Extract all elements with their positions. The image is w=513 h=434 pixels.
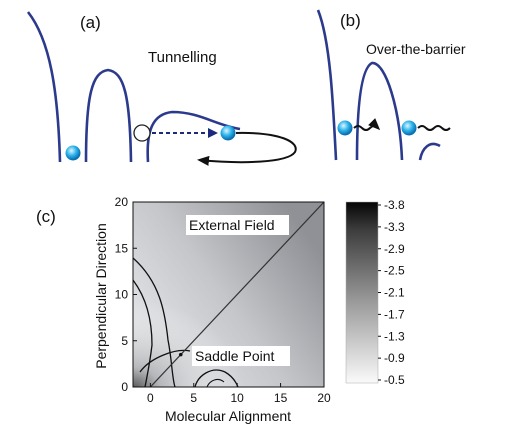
x-tick-label: 15 bbox=[274, 391, 288, 405]
panel-b-title: Over-the-barrier bbox=[366, 41, 466, 57]
colorbar-tick-label: -3.3 bbox=[384, 220, 405, 234]
colorbar-tick-label: -0.5 bbox=[384, 373, 405, 387]
panel-a-label: (a) bbox=[80, 13, 101, 32]
potential-barrier-1 bbox=[84, 68, 133, 163]
electron-ball-a-right bbox=[220, 125, 236, 141]
y-tick-label: 0 bbox=[121, 380, 128, 394]
x-tick-label: 10 bbox=[231, 391, 245, 405]
potential-well-shading bbox=[133, 300, 243, 387]
contour-line-2 bbox=[133, 279, 153, 387]
contour-line-1 bbox=[133, 257, 176, 387]
potential-curve-b-wall bbox=[316, 9, 338, 161]
y-tick-label: 20 bbox=[115, 195, 129, 209]
y-axis-ticks: 0 5 10 15 20 bbox=[115, 195, 137, 394]
saddle-point-annotation: Saddle Point bbox=[195, 348, 275, 364]
panel-a: (a) Tunnelling bbox=[26, 11, 297, 166]
panel-c-label: (c) bbox=[36, 207, 56, 226]
y-axis-title: Perpendicular Direction bbox=[93, 223, 109, 369]
x-axis-ticks: 0 5 10 15 20 bbox=[147, 352, 331, 405]
panel-b: (b) Over-the-barrier bbox=[316, 9, 466, 161]
colorbar-tick-label: -2.5 bbox=[384, 264, 405, 278]
panel-c: (c) 0 5 10 15 20 0 5 10 15 20 External Field Sad… bbox=[36, 195, 405, 424]
y-tick-label: 10 bbox=[115, 288, 129, 302]
potential-barrier-b bbox=[355, 61, 404, 161]
x-tick-label: 20 bbox=[317, 391, 331, 405]
external-field-annotation: External Field bbox=[189, 217, 275, 233]
contour-line-5 bbox=[206, 378, 225, 387]
colorbar bbox=[345, 201, 379, 384]
y-tick-label: 15 bbox=[115, 241, 129, 255]
saddle-point-label-box bbox=[192, 346, 290, 366]
electron-ball-a-left bbox=[65, 145, 81, 161]
x-tick-label: 0 bbox=[147, 391, 154, 405]
x-axis-title: Molecular Alignment bbox=[165, 408, 291, 424]
return-orbit-arrow bbox=[197, 131, 297, 166]
colorbar-tick-label: -2.1 bbox=[384, 286, 405, 300]
panel-a-title: Tunnelling bbox=[148, 49, 217, 66]
tunnel-entry-circle bbox=[133, 124, 151, 142]
saddle-point-marker bbox=[178, 352, 183, 357]
contour-line-3 bbox=[139, 349, 191, 373]
y-tick-label: 5 bbox=[121, 334, 128, 348]
external-field-line bbox=[149, 202, 324, 387]
colorbar-tick-label: -1.3 bbox=[384, 329, 405, 343]
contour-line-4 bbox=[194, 369, 239, 387]
electron-ball-b-left bbox=[337, 120, 353, 136]
wavy-arrow-b-1 bbox=[353, 118, 381, 131]
colorbar-tick-label: -1.7 bbox=[384, 307, 405, 321]
colorbar-ticks: -3.8 -3.3 -2.9 -2.5 -2.1 -1.7 -1.3 -0.9 -0.5 bbox=[378, 198, 405, 387]
external-field-label-box bbox=[186, 215, 289, 235]
x-tick-label: 5 bbox=[190, 391, 197, 405]
potential-curve-left-wall bbox=[26, 11, 62, 163]
potential-tail-b bbox=[418, 142, 441, 161]
colorbar-tick-label: -0.9 bbox=[384, 351, 405, 365]
colorbar-tick-label: -2.9 bbox=[384, 242, 405, 256]
panel-b-label: (b) bbox=[340, 11, 361, 30]
wavy-arrow-b-2 bbox=[417, 125, 451, 131]
colorbar-tick-label: -3.8 bbox=[384, 198, 405, 212]
electron-ball-b-right bbox=[401, 120, 417, 136]
